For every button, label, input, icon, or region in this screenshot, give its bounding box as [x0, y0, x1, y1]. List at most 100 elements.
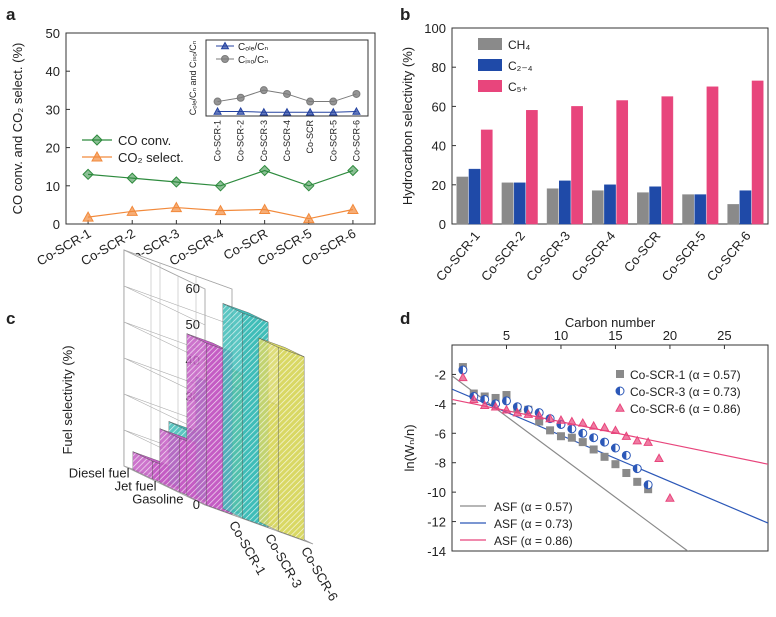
panel-d-fit-legend-label: ASF (α = 0.57): [494, 500, 573, 514]
panel-d-point: [589, 433, 599, 443]
panel-c-bar-top: [222, 303, 269, 323]
panel-d-ytick-label: -6: [434, 426, 446, 441]
panel-a-ytick-label: 20: [46, 141, 60, 156]
panel-a-inset-frame: [205, 39, 369, 117]
panel-d-xtick-label: 25: [717, 328, 731, 343]
panel-b-bar: [706, 86, 719, 225]
panel-d-point: [556, 415, 566, 424]
panel-d-point: [567, 424, 577, 434]
panel-a-inset-xtick-label: Co-SCR-6: [351, 120, 361, 162]
panel-a-point: [82, 211, 94, 222]
panel-d-point: [578, 438, 587, 447]
panel-d-ytick-label: -4: [434, 397, 446, 412]
panel-d-point-half: [644, 480, 649, 489]
panel-c-zlabel: Fuel selectivity (%): [60, 345, 75, 454]
panel-b-bar: [456, 176, 469, 225]
panel-d-ytick-label: -10: [427, 485, 446, 500]
panel-b: 0 20 40 60 80 100 Hydrocarbon selectivity (%) C…: [400, 21, 769, 284]
panel-b-bar: [571, 106, 583, 225]
panel-b-xtick-label: Co-SCR: [621, 228, 664, 275]
panel-b-bar: [637, 192, 649, 225]
panel-d-legend-label: Co-SCR-3 (α = 0.73): [630, 385, 741, 399]
panel-b-ytick-label: 0: [439, 217, 446, 232]
panel-b-xtick-label: Co-SCR-1: [433, 228, 483, 284]
panel-d-point: [600, 452, 609, 461]
panel-d-point: [588, 420, 599, 430]
panel-b-bar: [501, 182, 514, 225]
panel-b-bar: [468, 168, 481, 225]
panel-b-bar: [739, 190, 752, 225]
panel-d-point: [654, 453, 664, 462]
panel-a-point: [170, 201, 183, 213]
panel-d-ytick-label: -12: [427, 515, 446, 530]
panel-a-inset-legend-label: Cₒₗₑ/Cₙ: [238, 42, 268, 53]
panel-c-fuel-label: Diesel fuel: [69, 466, 130, 481]
panel-a-point: [170, 176, 183, 188]
panel-d-fit-legend-label: ASF (α = 0.73): [494, 517, 573, 531]
panel-d-point: [468, 394, 479, 404]
panel-a-point: [214, 180, 227, 192]
panel-b-bar: [513, 182, 526, 225]
panel-a-point: [126, 205, 139, 216]
panel-b-bar: [649, 186, 661, 225]
panel-a-inset-point: [305, 107, 315, 116]
panel-a-inset-point: [328, 107, 338, 116]
panel-a-inset-point: [259, 86, 268, 95]
panel-a-inset-point: [282, 107, 292, 116]
panel-d-point: [622, 469, 631, 478]
panel-b-legend-swatch: [478, 38, 502, 50]
panel-a-point: [258, 203, 271, 214]
panel-b-xtick-label: Co-SCR-3: [523, 228, 573, 284]
panel-d-point-half: [480, 395, 485, 404]
panel-b-legend-label: C₂₋₄: [508, 59, 533, 73]
panel-b-bar: [591, 190, 604, 225]
panel-a-inset-xtick-label: Co-SCR-1: [213, 120, 223, 162]
panel-a: 0 10 20 30 40 50 Co-SCR-1 Co-SCR-2 Co-SCR-3 Co-SC…: [10, 26, 376, 269]
panel-d-point: [512, 407, 523, 417]
panel-b-xtick-label: Co-SCR-6: [704, 228, 754, 284]
panel-a-legend-label: CO₂ select.: [118, 150, 184, 165]
panel-a-inset-ylabel: Cₒₗₑ/Cₙ and Cᵢₛₒ/Cₙ: [188, 40, 198, 115]
panel-a-inset-point: [283, 89, 291, 98]
panel-a-inset-point: [213, 97, 222, 106]
panel-d-legend-marker: [616, 370, 624, 378]
panel-b-ytick-label: 100: [424, 21, 446, 36]
panel-d-letter: d: [400, 309, 410, 328]
panel-d-point: [600, 437, 610, 447]
panel-d-point-half: [589, 433, 594, 442]
panel-d-point-half: [502, 396, 507, 405]
panel-d-point: [479, 400, 490, 410]
panel-d-point: [502, 391, 511, 400]
panel-d-xlabel: Carbon number: [565, 315, 656, 330]
panel-d-xtick-label: 10: [554, 328, 568, 343]
panel-d-point: [577, 417, 588, 427]
panel-d-point-half: [600, 438, 605, 447]
panel-d-ylabel: ln(Wₙ/n): [402, 424, 417, 471]
panel-b-xtick-label: Co-SCR-2: [478, 228, 528, 284]
panel-a-inset-point: [352, 89, 361, 98]
panel-d-point: [621, 431, 632, 440]
panel-d-point-half: [633, 464, 638, 473]
panel-a-inset-xtick-label: Co-SCR-4: [282, 120, 292, 162]
panel-d-point: [621, 450, 631, 460]
panel-d-legend-marker-half: [616, 387, 620, 395]
panel-a-point: [303, 180, 315, 192]
panel-d-point-half: [578, 429, 583, 438]
panel-a-inset-point: [259, 107, 269, 116]
panel-d-legend-label: Co-SCR-6 (α = 0.86): [630, 402, 741, 416]
panel-d: 5 10 15 20 25 Carbon number -2 -4 -6 -8 -10 -12 -14 l…: [402, 315, 769, 559]
panel-b-bar: [727, 204, 740, 225]
panel-d-point: [665, 492, 675, 502]
panel-b-xtick-label: Co-SCR-5: [659, 228, 709, 284]
panel-c-bar-side: [222, 303, 243, 519]
panel-b-bar: [526, 110, 538, 225]
panel-c-fuel-label: Gasoline: [132, 492, 183, 507]
panel-b-legend-swatch: [478, 80, 502, 92]
panel-a-legend-marker: [91, 150, 103, 162]
panel-a-inset-legend-marker: [220, 41, 230, 50]
panel-c-bar-side: [258, 337, 279, 532]
panel-a-inset-xtick-label: Co-SCR: [305, 120, 315, 154]
panel-b-bar: [751, 80, 764, 225]
panel-d-point: [610, 425, 621, 435]
